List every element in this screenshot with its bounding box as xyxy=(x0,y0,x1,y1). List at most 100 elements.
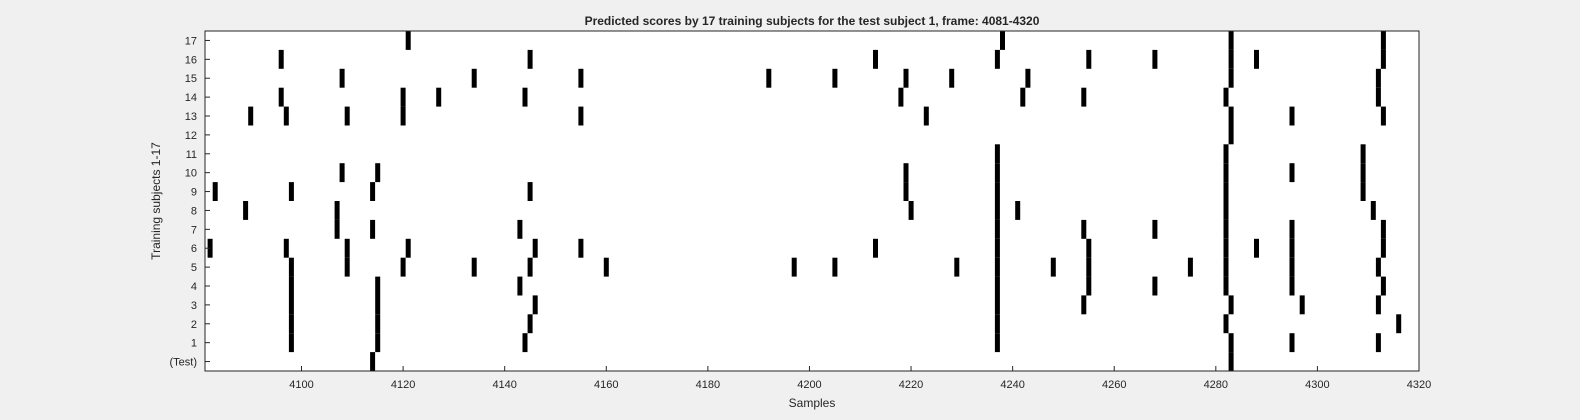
y-tick-label: 10 xyxy=(185,168,197,180)
event-mark-12-0 xyxy=(1228,125,1234,145)
event-mark-3-3 xyxy=(994,295,1000,315)
event-mark-14-0 xyxy=(278,87,284,107)
event-mark-16-4 xyxy=(1086,49,1092,69)
event-mark-4-2 xyxy=(517,276,523,296)
x-tick-label: 4140 xyxy=(492,379,516,391)
event-mark-9-3 xyxy=(527,182,533,201)
x-tick-label: 4120 xyxy=(391,379,415,391)
event-mark-15-8 xyxy=(1228,68,1234,88)
event-mark-13-6 xyxy=(1228,106,1234,126)
event-mark-3-2 xyxy=(532,295,538,315)
event-mark-6-10 xyxy=(1254,238,1259,258)
event-mark-3-7 xyxy=(1375,295,1381,315)
y-tick-label: 4 xyxy=(191,281,197,293)
event-mark-6-3 xyxy=(405,238,411,258)
event-mark-4-7 xyxy=(1289,276,1295,296)
event-mark-15-7 xyxy=(1025,68,1031,88)
event-mark-6-5 xyxy=(578,238,584,258)
event-mark-6-7 xyxy=(994,238,1000,258)
event-mark-15-0 xyxy=(339,68,345,88)
event-mark-16-2 xyxy=(873,49,878,69)
event-mark-5-7 xyxy=(832,257,838,277)
event-mark-1-2 xyxy=(522,333,528,353)
event-mark-17-0 xyxy=(405,31,411,50)
event-mark-8-6 xyxy=(1370,201,1376,220)
event-mark-2-5 xyxy=(1396,314,1402,334)
event-mark-3-0 xyxy=(288,295,294,315)
event-mark-7-4 xyxy=(1081,219,1087,239)
x-tick-label: 4160 xyxy=(594,379,618,391)
event-mark-16-0 xyxy=(278,49,284,69)
event-mark-15-9 xyxy=(1375,68,1381,88)
event-mark-9-7 xyxy=(1360,182,1366,201)
event-mark-1-3 xyxy=(994,333,1000,353)
event-mark-test-1 xyxy=(1228,352,1234,371)
event-mark-15-3 xyxy=(766,68,772,88)
event-mark-10-4 xyxy=(1223,163,1229,183)
event-mark-10-2 xyxy=(903,163,909,183)
event-mark-7-8 xyxy=(1380,219,1386,239)
event-mark-6-6 xyxy=(873,238,878,258)
y-axis-label: Training subjects 1-17 xyxy=(149,142,163,260)
event-mark-4-5 xyxy=(1152,276,1158,296)
event-mark-13-3 xyxy=(400,106,406,126)
event-mark-5-12 xyxy=(1187,257,1193,277)
event-mark-6-0 xyxy=(207,238,213,258)
event-mark-17-3 xyxy=(1380,31,1386,50)
event-mark-14-8 xyxy=(1375,87,1381,107)
event-mark-5-1 xyxy=(344,257,350,277)
event-mark-6-1 xyxy=(283,238,289,258)
event-mark-11-0 xyxy=(994,144,1000,164)
event-mark-13-5 xyxy=(923,106,929,126)
event-marks xyxy=(207,31,1402,371)
event-mark-1-1 xyxy=(375,333,381,353)
axes-box xyxy=(204,30,1420,372)
event-mark-5-15 xyxy=(1375,257,1381,277)
event-mark-3-1 xyxy=(375,295,381,315)
x-tick-label: 4260 xyxy=(1102,379,1126,391)
event-mark-5-4 xyxy=(527,257,533,277)
event-mark-5-11 xyxy=(1086,257,1092,277)
event-mark-16-6 xyxy=(1228,49,1234,69)
event-mark-7-1 xyxy=(370,219,376,239)
event-mark-4-3 xyxy=(994,276,1000,296)
event-mark-16-5 xyxy=(1152,49,1158,69)
y-tick-label: 5 xyxy=(191,262,197,274)
event-mark-4-0 xyxy=(288,276,294,296)
event-mark-5-2 xyxy=(400,257,406,277)
event-mark-2-0 xyxy=(288,314,294,334)
y-tick-label: 8 xyxy=(191,205,197,217)
event-mark-13-4 xyxy=(578,106,584,126)
event-mark-4-8 xyxy=(1380,276,1386,296)
event-mark-7-7 xyxy=(1289,219,1295,239)
event-mark-4-4 xyxy=(1086,276,1092,296)
event-mark-16-3 xyxy=(994,49,1000,69)
chart-title: Predicted scores by 17 training subjects… xyxy=(585,14,1040,28)
event-mark-10-3 xyxy=(994,163,1000,183)
event-mark-13-0 xyxy=(248,106,254,126)
event-mark-16-7 xyxy=(1254,49,1259,69)
event-mark-6-4 xyxy=(532,238,538,258)
event-mark-8-3 xyxy=(994,201,1000,220)
event-mark-3-6 xyxy=(1299,295,1305,315)
event-mark-5-0 xyxy=(288,257,294,277)
event-mark-11-1 xyxy=(1223,144,1229,164)
event-mark-16-1 xyxy=(527,49,533,69)
event-mark-1-4 xyxy=(1228,333,1234,353)
event-mark-15-1 xyxy=(471,68,477,88)
y-tick-label: 17 xyxy=(185,35,197,47)
y-tick-label: 11 xyxy=(186,149,197,161)
event-mark-14-3 xyxy=(522,87,528,107)
event-mark-5-13 xyxy=(1223,257,1229,277)
event-mark-8-4 xyxy=(1015,201,1021,220)
event-mark-9-0 xyxy=(212,182,218,201)
y-tick-label: 14 xyxy=(185,92,197,104)
y-tick-label: 1 xyxy=(191,338,197,350)
x-axis: 4100 4120 4140 4160 4180 4200 4220 4240 4260 4280… xyxy=(289,366,1431,391)
event-mark-13-8 xyxy=(1380,106,1386,126)
event-mark-5-10 xyxy=(1050,257,1056,277)
event-mark-10-0 xyxy=(339,163,345,183)
event-mark-4-1 xyxy=(375,276,381,296)
